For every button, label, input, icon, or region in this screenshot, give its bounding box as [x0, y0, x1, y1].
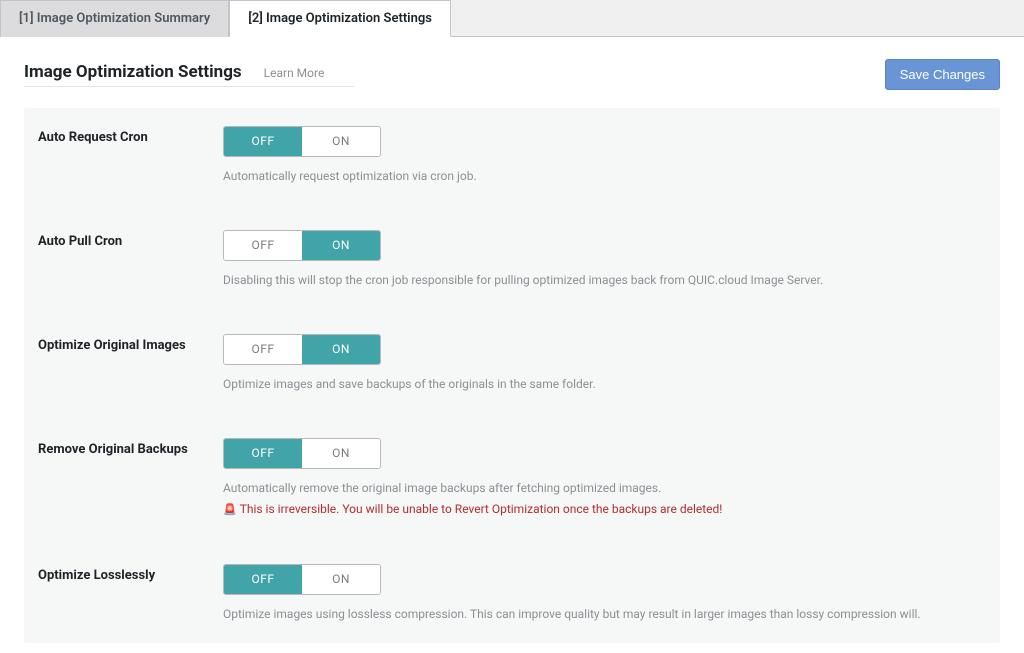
toggle-auto_request_cron: OFFON [223, 126, 381, 157]
toggle-off[interactable]: OFF [224, 335, 302, 364]
setting-body: OFFON Disabling this will stop the cron j… [223, 230, 986, 289]
panel-header: Image Optimization Settings Learn More S… [24, 59, 1000, 90]
toggle-on[interactable]: ON [302, 231, 380, 260]
tab-settings[interactable]: [2] Image Optimization Settings [229, 0, 451, 37]
settings-panel: Image Optimization Settings Learn More S… [0, 37, 1024, 653]
toggle-off[interactable]: OFF [224, 565, 302, 594]
toggle-auto_pull_cron: OFFON [223, 230, 381, 261]
setting-description: Automatically remove the original image … [223, 479, 986, 497]
tab-summary[interactable]: [1] Image Optimization Summary [0, 0, 229, 37]
setting-row-remove_original_backups: Remove Original BackupsOFFON Automaticall… [24, 419, 1000, 539]
setting-description: Automatically request optimization via c… [223, 167, 986, 185]
warning-icon: 🚨 [223, 501, 237, 519]
setting-label: Remove Original Backups [38, 438, 223, 457]
setting-warning-text: This is irreversible. You will be unable… [240, 502, 723, 516]
toggle-on[interactable]: ON [302, 565, 380, 594]
setting-description: Optimize images and save backups of the … [223, 375, 986, 393]
toggle-off[interactable]: OFF [224, 439, 302, 468]
setting-body: OFFON Automatically request optimization … [223, 126, 986, 185]
toggle-optimize_original_images: OFFON [223, 334, 381, 365]
setting-body: OFFON Automatically remove the original i… [223, 438, 986, 519]
settings-list: Auto Request CronOFFONAutomatically requ… [24, 108, 1000, 643]
panel-title-wrap: Image Optimization Settings Learn More [24, 62, 354, 87]
setting-label: Optimize Losslessly [38, 564, 223, 583]
setting-row-optimize_original_images: Optimize Original ImagesOFFON Optimize im… [24, 315, 1000, 413]
toggle-optimize_losslessly: OFFON [223, 564, 381, 595]
toggle-on[interactable]: ON [302, 127, 380, 156]
save-changes-button[interactable]: Save Changes [885, 59, 1000, 90]
tabs-bar: [1] Image Optimization Summary [2] Image… [0, 0, 1024, 37]
toggle-on[interactable]: ON [302, 439, 380, 468]
toggle-off[interactable]: OFF [224, 127, 302, 156]
setting-label: Optimize Original Images [38, 334, 223, 353]
setting-description: Disabling this will stop the cron job re… [223, 271, 986, 289]
setting-row-optimize_losslessly: Optimize LosslesslyOFFON Optimize images … [24, 545, 1000, 643]
setting-body: OFFON Optimize images using lossless comp… [223, 564, 986, 623]
setting-row-auto_request_cron: Auto Request CronOFFON Automatically requ… [24, 108, 1000, 205]
toggle-on[interactable]: ON [302, 335, 380, 364]
page-title: Image Optimization Settings [24, 62, 242, 82]
toggle-remove_original_backups: OFFON [223, 438, 381, 469]
setting-body: OFFON Optimize images and save backups of… [223, 334, 986, 393]
setting-row-auto_pull_cron: Auto Pull CronOFFON Disabling this will s… [24, 211, 1000, 309]
toggle-off[interactable]: OFF [224, 231, 302, 260]
setting-description: Optimize images using lossless compressi… [223, 605, 986, 623]
setting-warning: 🚨This is irreversible. You will be unabl… [223, 500, 986, 519]
learn-more-link[interactable]: Learn More [264, 66, 325, 80]
setting-label: Auto Request Cron [38, 126, 223, 145]
setting-label: Auto Pull Cron [38, 230, 223, 249]
